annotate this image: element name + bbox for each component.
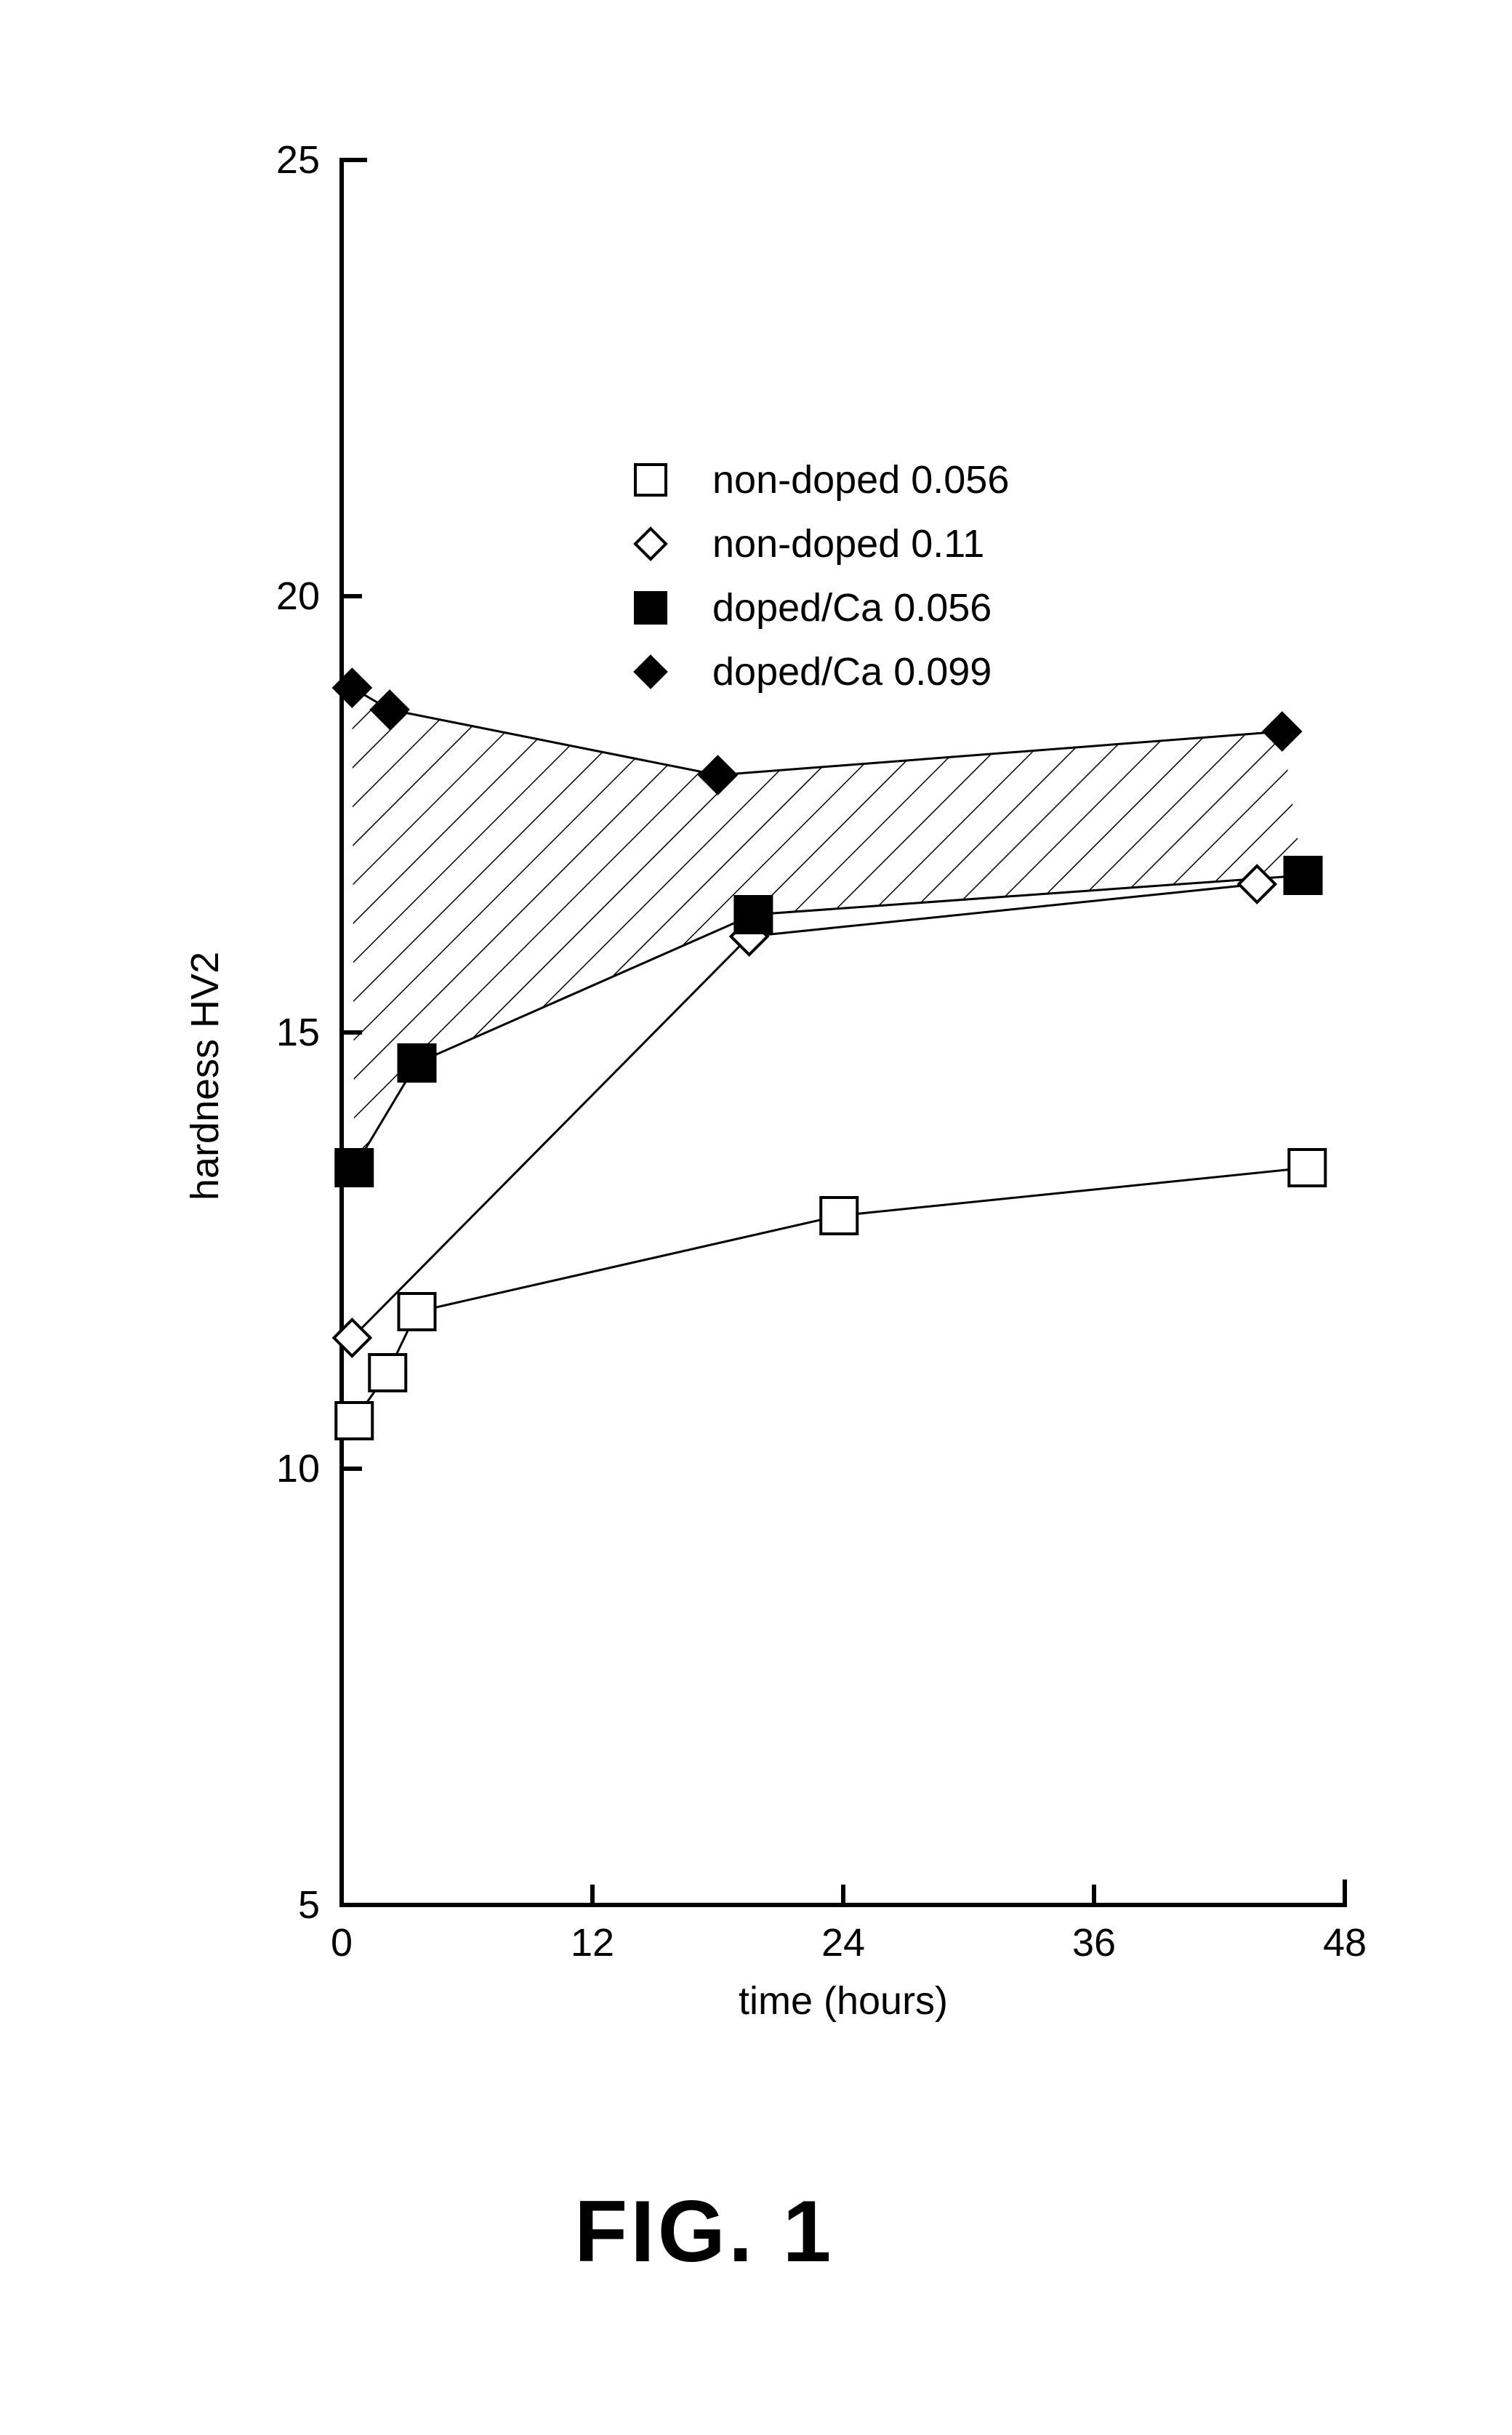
x-tick-label: 0 xyxy=(331,1921,353,1965)
hardness-chart: 0 12 24 36 48 5 10 15 20 25 time (hours) hardness H… xyxy=(109,73,1403,2050)
y-tick-label: 20 xyxy=(276,574,320,618)
legend-item-label: non-doped 0.056 xyxy=(712,458,1009,502)
x-tick-label: 24 xyxy=(821,1921,865,1965)
figure-label: FIG. 1 xyxy=(574,2181,834,2282)
legend-item-label: non-doped 0.11 xyxy=(712,522,984,566)
x-tick-label: 12 xyxy=(571,1921,614,1965)
x-tick-label: 36 xyxy=(1072,1921,1116,1965)
legend-item-label: doped/Ca 0.056 xyxy=(712,586,992,630)
x-axis-label: time (hours) xyxy=(739,1979,948,2023)
legend-item-label: doped/Ca 0.099 xyxy=(712,650,992,694)
y-tick-label: 10 xyxy=(276,1447,320,1491)
y-tick-label: 25 xyxy=(276,138,320,182)
y-tick-label: 5 xyxy=(298,1883,320,1927)
page: 0 12 24 36 48 5 10 15 20 25 time (hours) hardness H… xyxy=(0,0,1512,2435)
y-tick-label: 15 xyxy=(276,1011,320,1054)
x-tick-label: 48 xyxy=(1323,1921,1367,1965)
y-axis-label: hardness HV2 xyxy=(183,952,227,1200)
